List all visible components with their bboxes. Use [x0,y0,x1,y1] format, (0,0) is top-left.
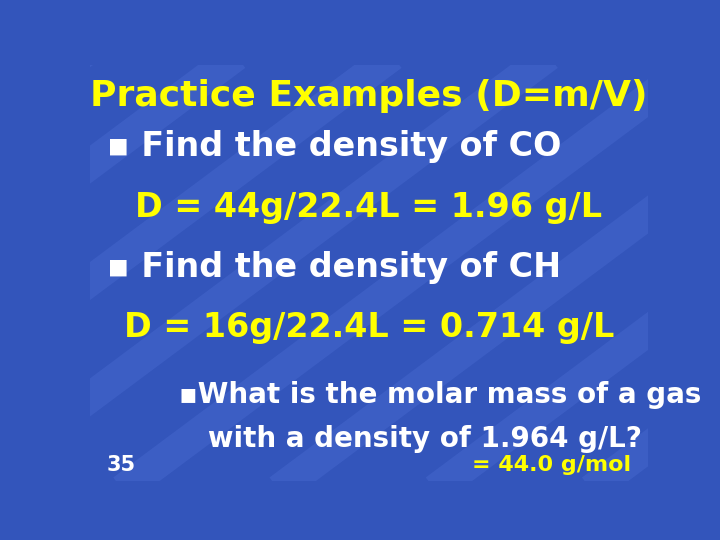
Text: = 44.0 g/mol: = 44.0 g/mol [472,455,631,475]
Text: D = 16g/22.4L = 0.714 g/L: D = 16g/22.4L = 0.714 g/L [124,311,614,344]
Text: D = 44g/22.4L = 1.96 g/L: D = 44g/22.4L = 1.96 g/L [135,191,603,224]
Text: ▪ Find the density of CH: ▪ Find the density of CH [107,251,561,284]
Text: Practice Examples (D=m/V): Practice Examples (D=m/V) [90,79,648,113]
Text: 35: 35 [107,455,136,475]
Text: with a density of 1.964 g/L?: with a density of 1.964 g/L? [179,425,642,453]
Text: ▪What is the molar mass of a gas: ▪What is the molar mass of a gas [179,381,702,409]
Text: ▪ Find the density of CO: ▪ Find the density of CO [107,130,561,163]
